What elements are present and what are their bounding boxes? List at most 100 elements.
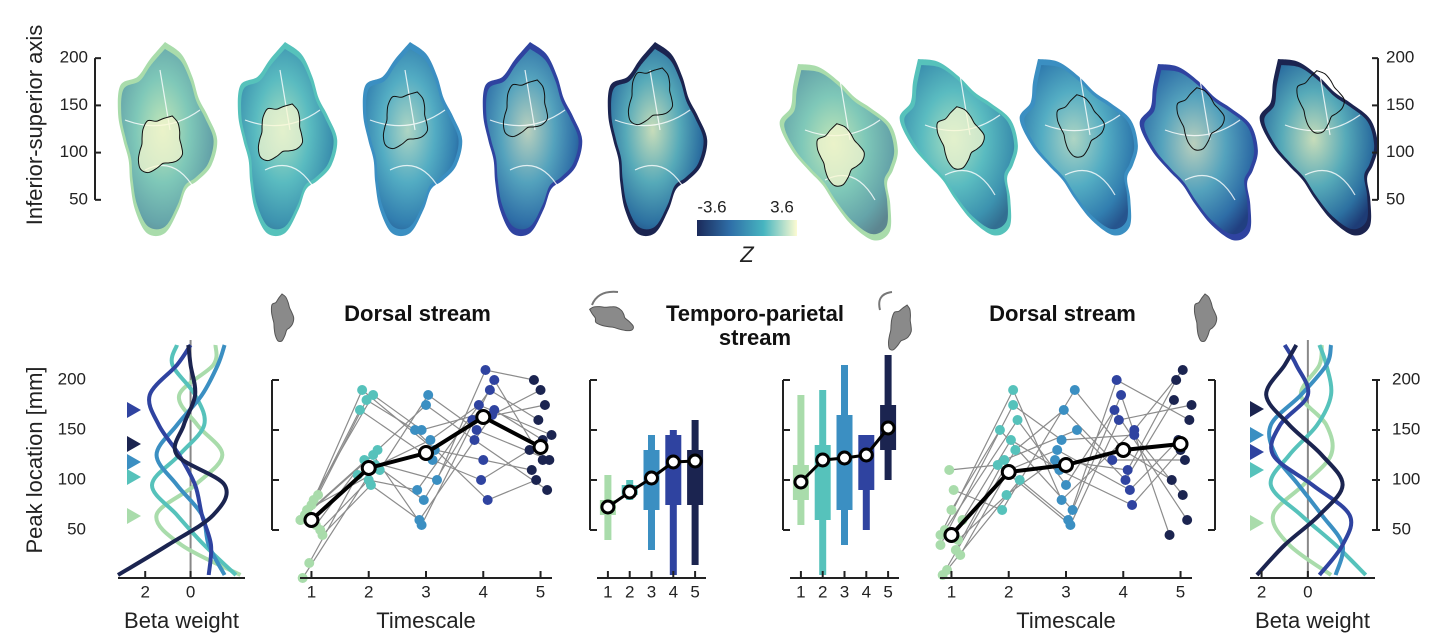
rotation-arrow [879, 292, 892, 310]
subject-point [419, 495, 429, 505]
subject-point [1072, 425, 1082, 435]
y-tick-label: 200 [1392, 369, 1420, 388]
subject-point [536, 385, 546, 395]
mean-point [945, 529, 958, 542]
subject-point [1107, 455, 1117, 465]
mean-point [534, 441, 547, 454]
subject-point [1123, 465, 1133, 475]
peak-marker [127, 402, 141, 418]
subject-point [547, 430, 557, 440]
subject-point [1171, 375, 1181, 385]
subject-point [364, 475, 374, 485]
subject-point [1116, 390, 1126, 400]
x-tick-label: 5 [690, 582, 699, 601]
subject-point [485, 385, 495, 395]
mean-point [1060, 459, 1073, 472]
figure: 5010015020050100150200Inferior-superior … [0, 0, 1434, 637]
subject-point [483, 495, 493, 505]
subject-point [469, 435, 479, 445]
brain-icon [271, 294, 293, 342]
subject-point [421, 400, 431, 410]
peak-marker [1250, 444, 1264, 460]
subject-point [1065, 520, 1075, 530]
subject-point [478, 455, 488, 465]
x-axis-title: Beta weight [124, 608, 239, 633]
subject-point [1165, 530, 1175, 540]
subject-point [425, 435, 435, 445]
subject-point [1184, 415, 1194, 425]
subject-point [1182, 515, 1192, 525]
subject-line [956, 400, 1174, 550]
subject-point [1120, 475, 1130, 485]
subject-point [489, 375, 499, 385]
mean-point [362, 462, 375, 475]
x-tick-label: 1 [603, 582, 612, 601]
subject-point [538, 455, 548, 465]
subject-point [533, 415, 543, 425]
subject-point [410, 425, 420, 435]
subject-point [1187, 400, 1197, 410]
subject-point [540, 400, 550, 410]
y-tick-label: 100 [1392, 469, 1420, 488]
x-tick-label: 2 [140, 582, 149, 601]
x-axis-title: Timescale [376, 608, 475, 633]
box-median [646, 472, 658, 484]
colorbar-label: Z [739, 242, 755, 267]
x-tick-label: 1 [307, 582, 316, 601]
x-tick-label: 0 [1303, 582, 1312, 601]
mean-point [305, 514, 318, 527]
subject-point [1127, 500, 1137, 510]
peak-marker [127, 508, 141, 524]
subject-point [1015, 475, 1025, 485]
subject-point [935, 540, 945, 550]
x-tick-label: 4 [669, 582, 678, 601]
y-tick-label: 150 [58, 419, 86, 438]
x-tick-label: 3 [647, 582, 656, 601]
subject-point [1059, 405, 1069, 415]
subject-point [944, 465, 954, 475]
y-tick-label: 100 [58, 469, 86, 488]
subject-point [306, 500, 316, 510]
peak-marker [1250, 462, 1264, 478]
x-tick-label: 3 [840, 582, 849, 601]
colorbar-tick-label: -3.6 [697, 197, 726, 216]
y-tick-label: 50 [1392, 519, 1411, 538]
subject-point [1169, 395, 1179, 405]
subject-point [474, 400, 484, 410]
subject-point [1167, 475, 1177, 485]
x-tick-label: 0 [186, 582, 195, 601]
y-tick-label: 50 [69, 189, 88, 208]
box-median [689, 455, 701, 467]
panel-title: Temporo-parietal stream [645, 302, 865, 350]
mean-point [1002, 466, 1015, 479]
y-axis-title: Inferior-superior axis [22, 25, 47, 226]
box-median [667, 456, 679, 468]
x-tick-label: 4 [1119, 582, 1128, 601]
x-tick-label: 2 [818, 582, 827, 601]
panel-title: Dorsal stream [325, 302, 510, 326]
subject-point [1010, 445, 1020, 455]
subject-point [993, 460, 1003, 470]
subject-point [1052, 445, 1062, 455]
mean-line [311, 417, 540, 520]
subject-point [304, 558, 314, 568]
subject-line [940, 405, 1182, 545]
subject-point [1129, 430, 1139, 440]
subject-point [529, 375, 539, 385]
box-median [817, 454, 829, 466]
subject-point [1178, 490, 1188, 500]
x-tick-label: 1 [947, 582, 956, 601]
subject-point [313, 490, 323, 500]
subject-point [368, 450, 378, 460]
colorbar-tick-label: 3.6 [770, 197, 794, 216]
peak-marker [1250, 401, 1264, 417]
mean-point [1117, 444, 1130, 457]
y-tick-label: 200 [60, 48, 88, 67]
x-tick-label: 3 [421, 582, 430, 601]
subject-point [1008, 400, 1018, 410]
x-tick-label: 3 [1061, 582, 1070, 601]
brain-icon [590, 307, 634, 331]
subject-point [949, 485, 959, 495]
y-tick-label: 200 [58, 369, 86, 388]
subject-point [1013, 415, 1023, 425]
